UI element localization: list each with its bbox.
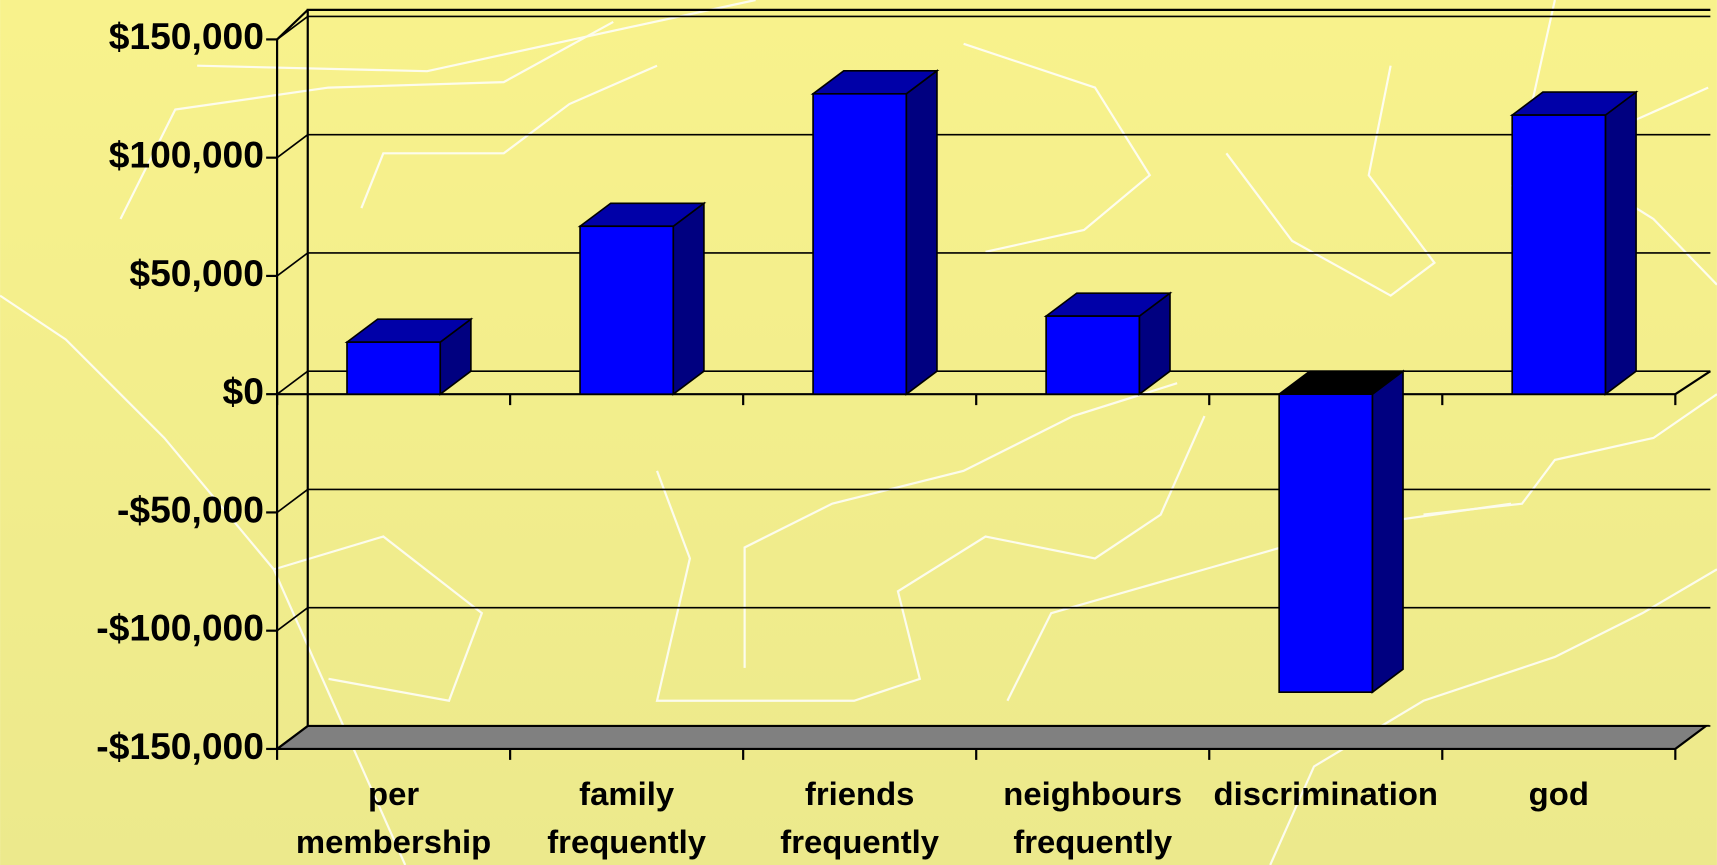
- grid-line: [276, 134, 309, 159]
- bar: [1045, 315, 1141, 395]
- x-label-box: family frequently: [547, 776, 707, 861]
- y-tick-label: -$50,000: [117, 488, 264, 530]
- x-label-box: discrimination: [1213, 776, 1439, 813]
- grid-line: [276, 725, 309, 750]
- x-label-box: per membership: [295, 776, 492, 861]
- bar-side: [672, 201, 705, 396]
- x-tick-label: neighbours frequently: [1003, 776, 1183, 861]
- y-tick-label: $50,000: [129, 252, 264, 294]
- x-tick-label: friends frequently: [780, 776, 940, 861]
- x-label-box: god: [1528, 776, 1589, 813]
- x-tick-label: discrimination: [1213, 776, 1439, 813]
- bar-side: [905, 69, 938, 396]
- x-tick-label: family frequently: [547, 776, 707, 861]
- grid-line: [276, 252, 309, 277]
- y-tick-label: -$150,000: [96, 725, 264, 767]
- left-wall-top: [276, 9, 309, 41]
- grid-line: [276, 15, 309, 41]
- y-tick-label: $0: [223, 370, 264, 412]
- floor: [273, 724, 1710, 751]
- x-tick-label: per membership: [295, 776, 492, 861]
- x-tick-label: god: [1528, 776, 1589, 813]
- bar-side: [1371, 369, 1404, 694]
- y-tick-label: $100,000: [109, 133, 264, 175]
- grid-line: [276, 607, 309, 632]
- bar: [579, 225, 675, 395]
- x-label-box: neighbours frequently: [1003, 776, 1183, 861]
- bar: [346, 341, 442, 395]
- y-tick-label: -$100,000: [96, 607, 264, 649]
- bar: [1278, 393, 1374, 693]
- grid-line: [276, 370, 309, 395]
- x-label-box: friends frequently: [780, 776, 940, 861]
- zero-line-edge: [1674, 370, 1711, 396]
- bar: [812, 92, 908, 395]
- grid-line: [276, 488, 309, 514]
- bar-side: [1604, 90, 1637, 396]
- bar: [1511, 114, 1607, 395]
- y-tick-label: $150,000: [109, 15, 264, 57]
